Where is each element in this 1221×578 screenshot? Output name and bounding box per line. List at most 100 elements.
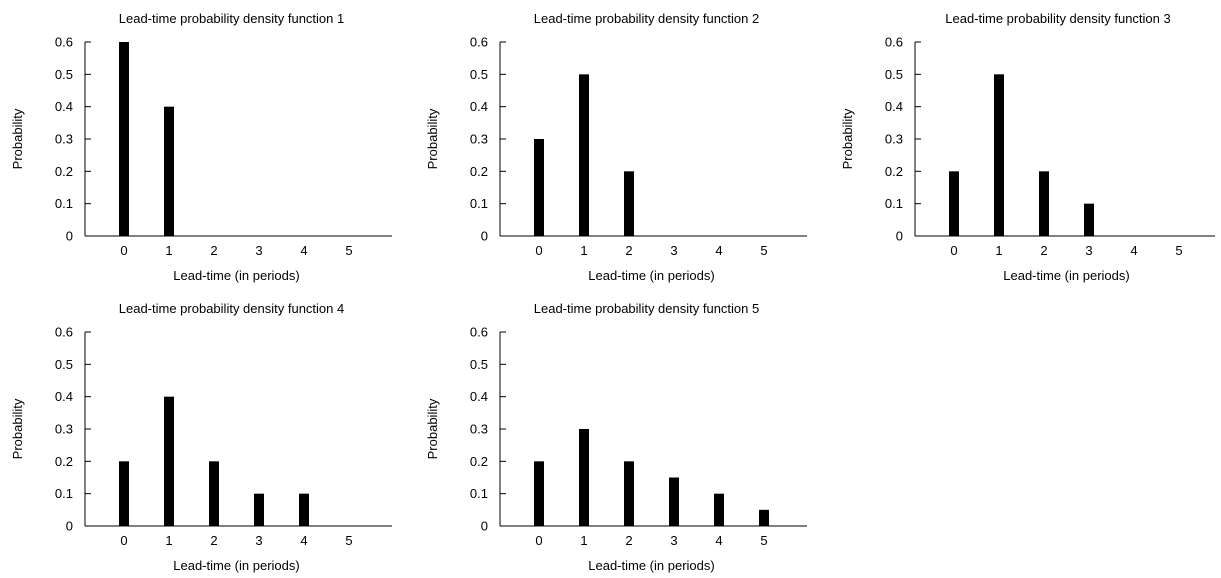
y-tick-label: 0.3 [470, 422, 488, 437]
x-tick-label: 3 [670, 243, 677, 258]
y-tick-label: 0.6 [55, 325, 73, 340]
chart-panel-3: Lead-time probability density function 3… [840, 11, 1215, 283]
bar-5 [759, 509, 769, 526]
y-axis-label: Probability [840, 108, 855, 169]
x-axis-label: Lead-time (in periods) [1003, 268, 1129, 283]
y-tick-label: 0.4 [470, 99, 488, 114]
y-tick-label: 0.4 [55, 389, 73, 404]
y-tick-label: 0.5 [470, 357, 488, 372]
y-tick-label: 0.3 [470, 132, 488, 147]
chart-title: Lead-time probability density function 4 [119, 301, 344, 316]
bar-1 [994, 74, 1004, 236]
bar-1 [579, 74, 589, 236]
y-tick-label: 0.1 [885, 196, 903, 211]
y-tick-label: 0.2 [55, 454, 73, 469]
y-tick-label: 0.1 [55, 196, 73, 211]
bar-2 [624, 461, 634, 526]
y-tick-label: 0.3 [55, 132, 73, 147]
y-tick-label: 0.6 [885, 35, 903, 50]
x-tick-label: 1 [580, 243, 587, 258]
y-tick-label: 0.5 [470, 67, 488, 82]
x-tick-label: 1 [165, 243, 172, 258]
y-tick-label: 0.2 [470, 164, 488, 179]
x-tick-label: 2 [1040, 243, 1047, 258]
x-tick-label: 2 [210, 533, 217, 548]
y-tick-label: 0.4 [470, 389, 488, 404]
x-tick-label: 2 [625, 243, 632, 258]
chart-panel-1: Lead-time probability density function 1… [10, 11, 392, 283]
y-tick-label: 0.2 [885, 164, 903, 179]
y-tick-label: 0.2 [470, 454, 488, 469]
bar-3 [254, 493, 264, 526]
x-tick-label: 0 [535, 533, 542, 548]
x-tick-label: 1 [580, 533, 587, 548]
x-tick-label: 4 [300, 243, 307, 258]
bar-4 [714, 493, 724, 526]
bar-2 [209, 461, 219, 526]
bar-0 [119, 42, 129, 236]
y-tick-label: 0.5 [55, 67, 73, 82]
bar-4 [299, 493, 309, 526]
chart-title: Lead-time probability density function 3 [945, 11, 1170, 26]
x-axis-label: Lead-time (in periods) [588, 268, 714, 283]
y-tick-label: 0 [481, 519, 488, 534]
bar-1 [164, 106, 174, 237]
y-tick-label: 0.1 [55, 486, 73, 501]
bar-0 [534, 139, 544, 236]
y-tick-label: 0.4 [885, 99, 903, 114]
x-tick-label: 1 [165, 533, 172, 548]
x-axis-label: Lead-time (in periods) [173, 558, 299, 573]
y-axis-label: Probability [425, 398, 440, 459]
y-tick-label: 0.6 [470, 325, 488, 340]
bar-2 [1039, 171, 1049, 236]
bar-3 [1084, 203, 1094, 236]
y-tick-label: 0.6 [470, 35, 488, 50]
bar-0 [119, 461, 129, 526]
x-tick-label: 4 [300, 533, 307, 548]
chart-panel-4: Lead-time probability density function 4… [10, 301, 392, 573]
x-tick-label: 5 [1175, 243, 1182, 258]
x-tick-label: 0 [120, 243, 127, 258]
x-axis-label: Lead-time (in periods) [173, 268, 299, 283]
y-tick-label: 0.3 [885, 132, 903, 147]
y-tick-label: 0.5 [885, 67, 903, 82]
y-tick-label: 0.1 [470, 486, 488, 501]
y-tick-label: 0 [481, 229, 488, 244]
x-tick-label: 0 [535, 243, 542, 258]
chart-panel-2: Lead-time probability density function 2… [425, 11, 807, 283]
x-tick-label: 4 [1130, 243, 1137, 258]
x-tick-label: 5 [345, 533, 352, 548]
y-tick-label: 0.3 [55, 422, 73, 437]
y-axis-label: Probability [10, 108, 25, 169]
x-tick-label: 5 [760, 533, 767, 548]
x-tick-label: 4 [715, 533, 722, 548]
y-axis-label: Probability [425, 108, 440, 169]
bar-0 [949, 171, 959, 236]
x-tick-label: 5 [760, 243, 767, 258]
y-tick-label: 0 [66, 229, 73, 244]
chart-title: Lead-time probability density function 1 [119, 11, 344, 26]
y-axis-label: Probability [10, 398, 25, 459]
x-tick-label: 4 [715, 243, 722, 258]
x-tick-label: 0 [950, 243, 957, 258]
y-tick-label: 0.1 [470, 196, 488, 211]
x-tick-label: 5 [345, 243, 352, 258]
x-tick-label: 0 [120, 533, 127, 548]
y-tick-label: 0 [66, 519, 73, 534]
chart-title: Lead-time probability density function 5 [534, 301, 759, 316]
x-tick-label: 3 [670, 533, 677, 548]
x-tick-label: 2 [625, 533, 632, 548]
x-tick-label: 2 [210, 243, 217, 258]
x-tick-label: 3 [1085, 243, 1092, 258]
chart-title: Lead-time probability density function 2 [534, 11, 759, 26]
bar-1 [579, 429, 589, 526]
y-tick-label: 0.4 [55, 99, 73, 114]
x-axis-label: Lead-time (in periods) [588, 558, 714, 573]
chart-panel-5: Lead-time probability density function 5… [425, 301, 807, 573]
bar-3 [669, 477, 679, 526]
x-tick-label: 3 [255, 533, 262, 548]
y-tick-label: 0 [896, 229, 903, 244]
y-tick-label: 0.6 [55, 35, 73, 50]
y-tick-label: 0.2 [55, 164, 73, 179]
